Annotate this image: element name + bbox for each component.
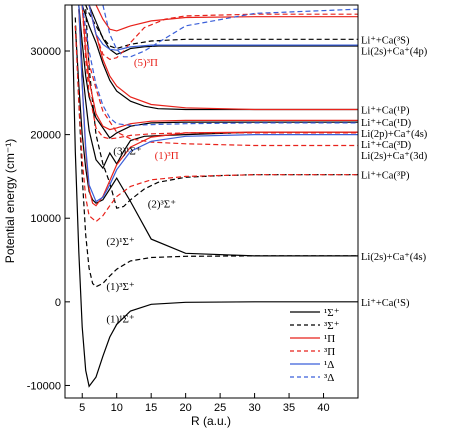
x-tick-label: 30: [248, 402, 260, 414]
state-label: (2)¹Σ⁺: [106, 236, 135, 248]
potential-curve: [81, 5, 358, 131]
state-label: (2)³Σ⁺: [148, 198, 177, 210]
state-label: (1)³Σ⁺: [106, 281, 135, 293]
potential-curve: [85, 5, 358, 50]
potential-curve: [78, 5, 358, 203]
asymptote-label: Li(2s)+Ca⁺(3d): [361, 151, 428, 162]
series-layer: [71, 5, 358, 388]
state-label-layer: (1)¹Σ⁺ (1)³Σ⁺ (2)¹Σ⁺ (2)³Σ⁺ (3)¹Σ⁺ (1)³Π (5)³Π: [106, 57, 178, 326]
potential-curve: [81, 5, 358, 147]
legend-label: ³Π: [324, 346, 335, 358]
x-axis-title: R (a.u.): [191, 414, 231, 428]
legend-label: ³Δ: [324, 372, 334, 384]
asymptote-label: Li⁺+Ca(³S): [361, 35, 410, 46]
potential-curve: [71, 5, 358, 388]
y-tick-label: 10000: [30, 213, 61, 225]
x-tick-label: 40: [317, 402, 329, 414]
asymptote-label: Li⁺+Ca(³D): [361, 140, 412, 151]
asymptote-label: Li(2s)+Ca⁺(4p): [361, 46, 428, 57]
y-tick-label: -10000: [27, 380, 61, 392]
potential-curve: [81, 5, 358, 140]
potential-curve: [74, 25, 358, 223]
potential-curve: [85, 9, 358, 209]
y-tick-label: 0: [55, 297, 61, 309]
x-tick-label: 20: [180, 402, 192, 414]
x-tick-label: 5: [79, 402, 85, 414]
tick-layer: 5 10 15 20 25 30 35 40 -10000 0 10000 20000 30000: [27, 46, 330, 414]
y-tick-label: 20000: [30, 130, 61, 142]
asymptote-label: Li⁺+Ca(³P): [361, 171, 410, 182]
y-tick-label: 30000: [30, 46, 61, 58]
x-tick-label: 10: [111, 402, 123, 414]
plot-frame: [64, 4, 359, 399]
state-label: (3)¹Σ⁺: [113, 146, 142, 158]
potential-curve: [78, 5, 358, 139]
potential-curve: [74, 25, 358, 257]
x-tick-label: 25: [214, 402, 226, 414]
asymptote-label: Li⁺+Ca(¹D): [361, 118, 412, 129]
legend-label: ³Σ⁺: [324, 320, 340, 332]
potential-curve: [88, 5, 358, 55]
potential-curve: [81, 5, 358, 127]
legend-label: ¹Σ⁺: [324, 307, 340, 319]
asymptote-label: Li⁺+Ca(¹P): [361, 106, 410, 117]
potential-curve: [81, 5, 358, 111]
potential-curve: [88, 5, 358, 51]
potential-curve: [88, 5, 358, 61]
asymptote-label: Li⁺+Ca(¹S): [361, 298, 410, 309]
legend-label: ¹Δ: [324, 359, 334, 371]
asymptote-label: Li(2s)+Ca⁺(4s): [361, 252, 427, 263]
potential-curve: [95, 5, 358, 32]
asymptote-label-layer: Li⁺+Ca(³S)Li(2s)+Ca⁺(4p)Li⁺+Ca(¹P)Li⁺+Ca…: [361, 35, 428, 309]
potential-curve: [74, 17, 358, 288]
state-label: (1)¹Σ⁺: [106, 314, 135, 326]
state-label: (1)³Π: [155, 150, 179, 162]
state-label: (5)³Π: [134, 57, 158, 69]
legend-label: ¹Π: [324, 333, 335, 345]
x-tick-label: 35: [283, 402, 295, 414]
x-tick-label: 15: [145, 402, 157, 414]
y-axis-title: Potential energy (cm⁻¹): [3, 139, 17, 263]
potential-curve: [102, 5, 358, 58]
asymptote-label: Li(2p)+Ca⁺(4s): [361, 129, 428, 140]
potential-curve: [88, 5, 358, 111]
